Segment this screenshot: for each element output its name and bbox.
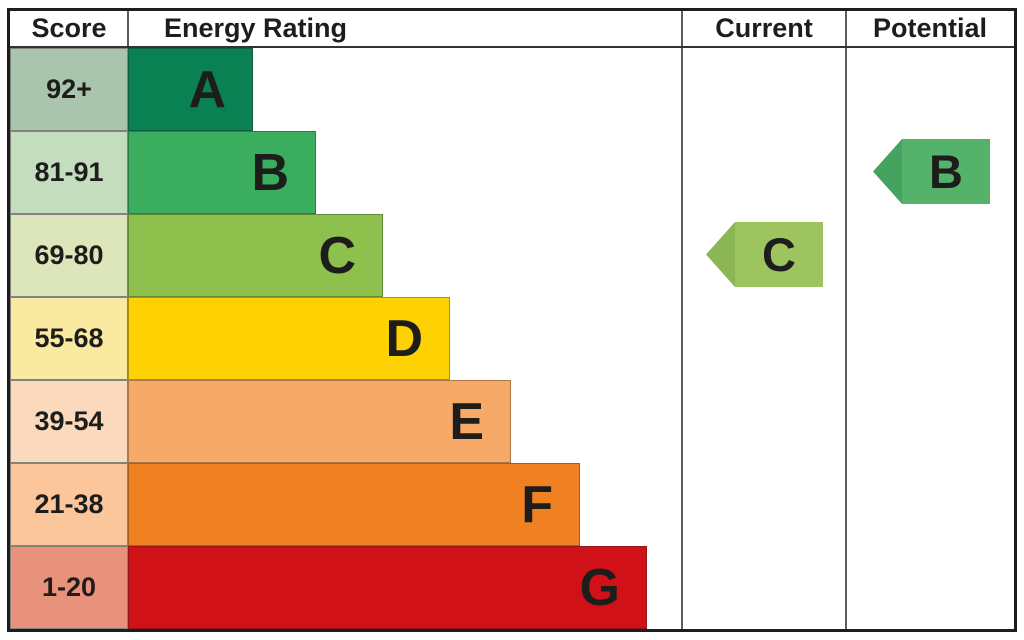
rating-bar-e: E — [128, 380, 511, 463]
divider-current-potential — [845, 11, 847, 629]
potential-arrow-tip-icon — [873, 139, 902, 204]
rating-letter: F — [521, 475, 553, 534]
score-range-label: 1-20 — [41, 572, 97, 602]
band-row-c: 69-80 C — [10, 214, 1014, 297]
band-row-f: 21-38 F — [10, 463, 1014, 546]
rating-bar-b: B — [128, 131, 316, 214]
band-row-e: 39-54 E — [10, 380, 1014, 463]
current-rating-arrow: C — [706, 222, 823, 287]
epc-table: Score Energy Rating Current Potential 92… — [7, 8, 1017, 632]
band-row-a: 92+ A — [10, 48, 1014, 131]
score-range-label: 39-54 — [34, 406, 104, 436]
score-cell-a: 92+ — [10, 48, 128, 131]
rating-letter: A — [188, 60, 226, 119]
column-header-score: Score — [31, 13, 107, 43]
rating-letter: E — [449, 392, 484, 451]
rating-letter: G — [579, 558, 620, 617]
column-header-potential: Potential — [872, 13, 987, 43]
score-cell-e: 39-54 — [10, 380, 128, 463]
potential-rating-arrow: B — [873, 139, 990, 204]
potential-arrow-body — [902, 139, 990, 204]
rating-bar-a: A — [128, 48, 253, 131]
rating-bar-g: G — [128, 546, 647, 629]
current-arrow-tip-icon — [706, 222, 735, 287]
band-row-b: 81-91 B — [10, 131, 1014, 214]
score-range-label: 81-91 — [34, 157, 104, 187]
current-arrow-body — [735, 222, 823, 287]
band-row-g: 1-20 G — [10, 546, 1014, 629]
score-range-label: 69-80 — [34, 240, 104, 270]
score-range-label: 55-68 — [34, 323, 104, 353]
column-header-energy-rating: Energy Rating — [164, 13, 348, 43]
score-cell-d: 55-68 — [10, 297, 128, 380]
potential-rating-letter: B — [929, 145, 963, 198]
score-cell-f: 21-38 — [10, 463, 128, 546]
score-cell-g: 1-20 — [10, 546, 128, 629]
rating-letter: B — [251, 143, 289, 202]
column-header-current: Current — [715, 13, 813, 43]
score-range-label: 92+ — [46, 74, 92, 104]
band-row-d: 55-68 D — [10, 297, 1014, 380]
rating-bar-d: D — [128, 297, 450, 380]
score-cell-c: 69-80 — [10, 214, 128, 297]
score-cell-b: 81-91 — [10, 131, 128, 214]
divider-rating-current — [681, 11, 683, 629]
band-rows: 92+ A 81-91 B 69-80 C — [10, 48, 1014, 629]
rating-letter: C — [318, 226, 356, 285]
score-range-label: 21-38 — [34, 489, 104, 519]
current-rating-letter: C — [762, 228, 796, 281]
rating-bar-c: C — [128, 214, 383, 297]
rating-letter: D — [385, 309, 423, 368]
table-header: Score Energy Rating Current Potential — [10, 11, 1014, 48]
rating-bar-f: F — [128, 463, 580, 546]
